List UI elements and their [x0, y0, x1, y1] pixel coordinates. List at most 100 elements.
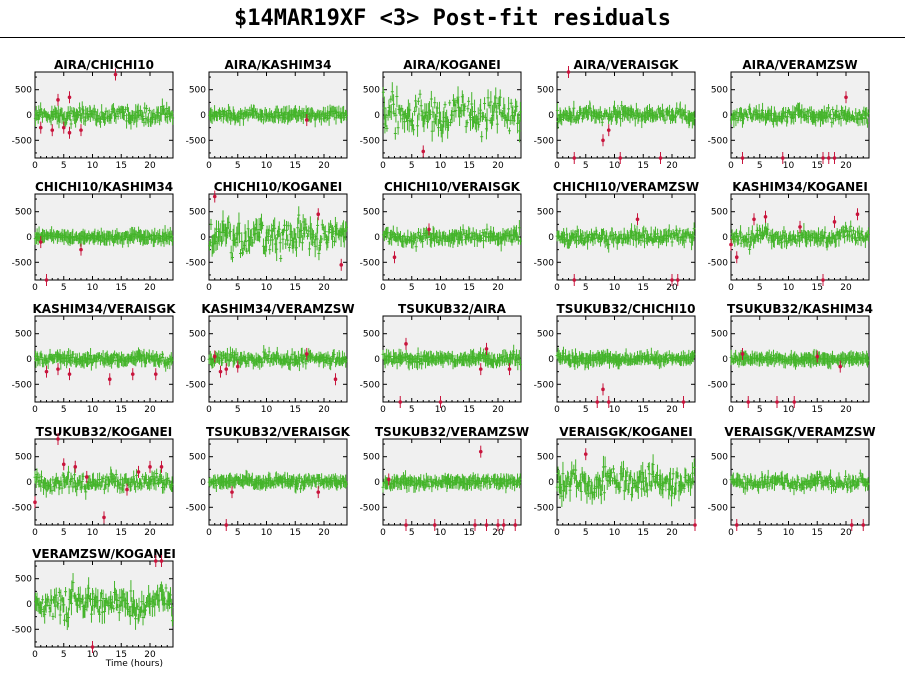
panel-title: CHICHI10/KASHIM34 [35, 180, 173, 194]
x-tick-label: 0 [206, 161, 212, 171]
x-tick-label: 5 [583, 161, 589, 171]
outlier-point [50, 128, 55, 132]
y-tick-label: 0 [548, 111, 554, 121]
panel-aira-veramzsw: AIRA/VERAMZSW 500 0 -500 0 5 10 15 20 [708, 58, 870, 171]
outlier-point [107, 377, 112, 382]
residual-series [208, 206, 349, 263]
residual-series [33, 347, 174, 372]
outlier-point [855, 212, 860, 217]
y-tick-label: 500 [189, 330, 206, 340]
y-tick-label: 0 [26, 355, 32, 365]
y-tick-label: -500 [708, 136, 729, 146]
x-tick-label: 20 [144, 405, 156, 415]
residual-series [729, 102, 870, 128]
outlier-point [113, 72, 118, 77]
outlier-point [130, 372, 135, 376]
outlier-point [635, 217, 640, 222]
outlier-point [675, 278, 680, 282]
panel-title: AIRA/KOGANEI [403, 58, 500, 72]
title-divider [0, 37, 905, 38]
outlier-series [392, 223, 431, 264]
outlier-point [601, 138, 605, 143]
y-tick-label: 0 [374, 111, 380, 121]
x-tick-label: 20 [840, 161, 852, 171]
panel-chichi10-koganei: CHICHI10/KOGANEI 500 0 -500 0 5 10 15 20 [186, 180, 349, 293]
x-tick-label: 15 [116, 405, 127, 415]
panel-aira-koganei: AIRA/KOGANEI 500 0 -500 0 5 10 15 20 [360, 58, 522, 171]
panel-title: TSUKUB32/AIRA [398, 302, 507, 316]
x-tick-label: 0 [728, 283, 734, 293]
page-title: $14MAR19XF <3> Post-fit residuals [233, 6, 672, 31]
y-tick-label: 0 [548, 233, 554, 243]
y-tick-label: 0 [374, 233, 380, 243]
x-tick-label: 5 [235, 161, 241, 171]
outlier-point [235, 364, 240, 369]
x-tick-label: 15 [464, 405, 475, 415]
residual-series [555, 222, 696, 253]
y-tick-label: 500 [537, 330, 554, 340]
outlier-point [218, 369, 223, 374]
outlier-point [832, 220, 837, 224]
panel-kashim34-veramzsw: KASHIM34/VERAMZSW 500 0 -500 0 5 10 15 20 [186, 302, 355, 415]
outlier-point [821, 278, 825, 282]
panel-title: CHICHI10/KOGANEI [214, 180, 343, 194]
outlier-point [304, 118, 309, 122]
outlier-series [304, 114, 309, 127]
outlier-point [484, 347, 489, 351]
x-tick-label: 10 [435, 405, 447, 415]
outlier-point [38, 240, 43, 244]
outlier-point [729, 242, 733, 247]
outlier-series [398, 337, 512, 408]
panel-title: AIRA/KASHIM34 [224, 58, 331, 72]
x-tick-label: 15 [116, 283, 127, 293]
outlier-point [566, 70, 571, 74]
x-tick-label: 5 [409, 405, 415, 415]
outlier-point [752, 217, 756, 222]
outlier-point [224, 367, 229, 371]
outlier-point [398, 400, 403, 404]
residual-series [207, 103, 348, 128]
x-tick-label: 10 [87, 405, 99, 415]
outlier-point [56, 367, 60, 371]
x-tick-label: 15 [812, 283, 823, 293]
y-tick-label: 500 [711, 208, 728, 218]
outlier-point [79, 128, 83, 132]
outlier-point [392, 255, 397, 260]
outlier-point [38, 125, 43, 130]
x-tick-label: 15 [638, 161, 649, 171]
x-tick-label: 5 [235, 405, 241, 415]
panel-chichi10-kashim34: CHICHI10/KASHIM34 500 0 -500 0 5 10 15 20 [12, 180, 174, 293]
x-tick-label: 10 [609, 161, 621, 171]
y-tick-label: 0 [374, 355, 380, 365]
x-tick-label: 10 [783, 161, 795, 171]
y-tick-label: -500 [12, 258, 33, 268]
x-tick-label: 10 [783, 283, 795, 293]
x-tick-label: 20 [318, 161, 330, 171]
outlier-point [316, 212, 321, 217]
x-tick-label: 10 [261, 405, 273, 415]
residual-series [207, 345, 348, 372]
panel-title: KASHIM34/VERAISGK [32, 302, 176, 316]
outlier-point [798, 225, 802, 229]
x-tick-label: 20 [666, 283, 678, 293]
y-tick-label: -500 [186, 380, 207, 390]
outlier-point [67, 95, 72, 100]
x-tick-label: 15 [290, 161, 301, 171]
outlier-series [572, 213, 680, 286]
x-tick-label: 10 [609, 405, 621, 415]
outlier-series [729, 208, 860, 286]
outlier-point [44, 369, 49, 374]
y-tick-label: 500 [189, 86, 206, 96]
x-tick-label: 15 [464, 283, 475, 293]
x-tick-label: 10 [435, 283, 447, 293]
x-tick-label: 0 [380, 283, 386, 293]
x-tick-label: 15 [812, 161, 823, 171]
outlier-point [670, 278, 674, 282]
residual-series [381, 82, 522, 143]
x-tick-label: 5 [409, 161, 415, 171]
y-tick-label: 500 [363, 86, 380, 96]
x-tick-label: 20 [840, 283, 852, 293]
panel-aira-veraisgk: AIRA/VERAISGK 500 0 -500 0 5 10 15 20 [534, 58, 696, 171]
y-tick-label: -500 [186, 258, 207, 268]
